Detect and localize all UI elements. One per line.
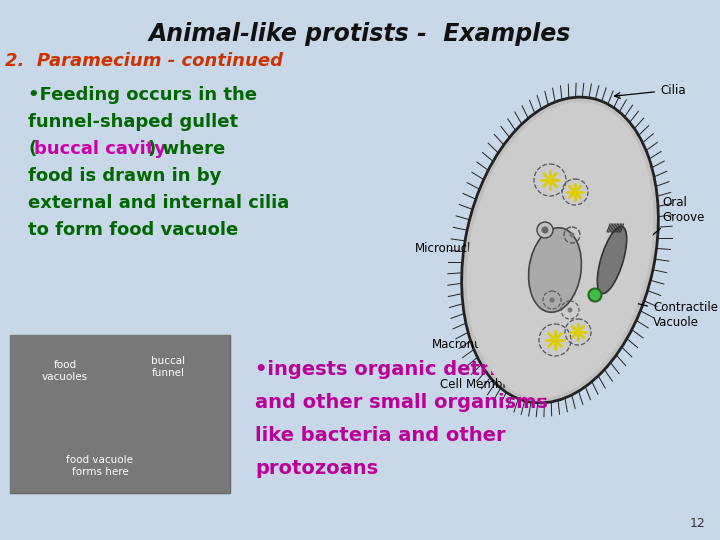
Text: Cilia: Cilia	[614, 84, 685, 98]
Text: food
vacuoles: food vacuoles	[42, 360, 88, 382]
Text: Micronucleus: Micronucleus	[415, 230, 533, 254]
Ellipse shape	[528, 228, 582, 312]
Text: Macronucleus: Macronucleus	[432, 293, 527, 352]
Text: ) where: ) where	[148, 140, 225, 158]
Text: Cell Membrane: Cell Membrane	[440, 379, 546, 392]
Ellipse shape	[567, 307, 572, 313]
Text: buccal cavity: buccal cavity	[34, 140, 166, 158]
Text: like bacteria and other: like bacteria and other	[255, 426, 505, 445]
Ellipse shape	[462, 97, 658, 403]
Ellipse shape	[553, 338, 557, 342]
Ellipse shape	[537, 222, 553, 238]
FancyBboxPatch shape	[10, 335, 230, 493]
Ellipse shape	[598, 226, 626, 294]
Text: food is drawn in by: food is drawn in by	[28, 167, 221, 185]
Ellipse shape	[467, 102, 653, 398]
Text: protozoans: protozoans	[255, 459, 378, 478]
Ellipse shape	[570, 233, 575, 238]
FancyBboxPatch shape	[10, 335, 230, 493]
Text: Oral
Groove: Oral Groove	[625, 196, 704, 258]
Text: •Feeding occurs in the: •Feeding occurs in the	[28, 86, 257, 104]
Ellipse shape	[541, 226, 549, 233]
Text: to form food vacuole: to form food vacuole	[28, 221, 238, 239]
Text: food vacuole
forms here: food vacuole forms here	[66, 455, 133, 477]
Text: Animal-like protists -  Examples: Animal-like protists - Examples	[149, 22, 571, 46]
Text: (: (	[28, 140, 36, 158]
Text: funnel-shaped gullet: funnel-shaped gullet	[28, 113, 238, 131]
Text: 2.  Paramecium - continued: 2. Paramecium - continued	[5, 52, 283, 70]
Text: •ingests organic detritus: •ingests organic detritus	[255, 360, 531, 379]
Ellipse shape	[576, 330, 580, 334]
Text: 12: 12	[689, 517, 705, 530]
Ellipse shape	[573, 190, 577, 194]
Text: Contractile
Vacuole: Contractile Vacuole	[605, 294, 718, 329]
Ellipse shape	[549, 298, 554, 302]
Ellipse shape	[548, 178, 552, 182]
Text: external and internal cilia: external and internal cilia	[28, 194, 289, 212]
Text: buccal
funnel: buccal funnel	[151, 356, 185, 377]
Text: and other small organisms: and other small organisms	[255, 393, 548, 412]
Ellipse shape	[588, 288, 601, 301]
